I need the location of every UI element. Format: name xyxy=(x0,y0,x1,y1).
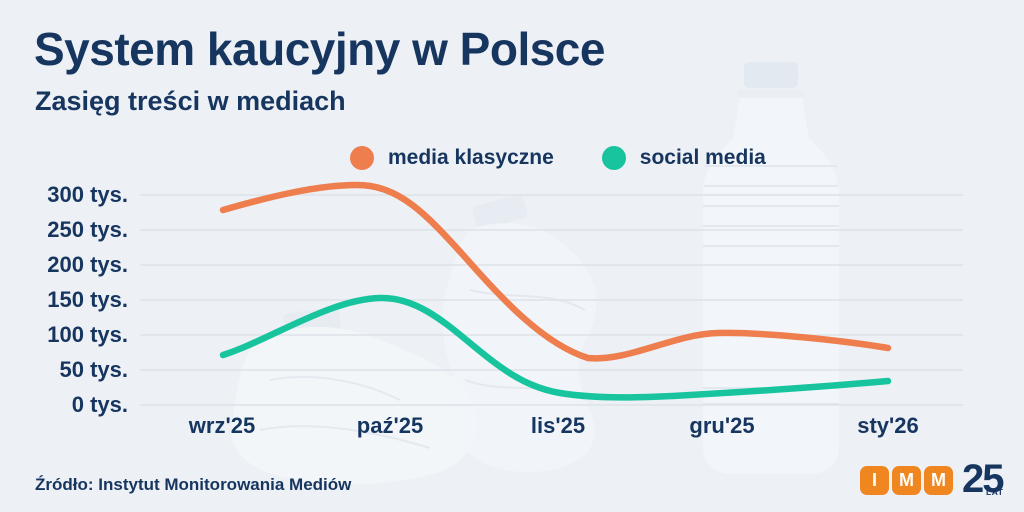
imm-logo-square-m2: M xyxy=(924,466,953,495)
x-tick-paz25: paź'25 xyxy=(357,413,423,438)
y-tick-300: 300 tys. xyxy=(47,182,128,207)
series-line-social-media xyxy=(219,294,892,401)
page-title: System kaucyjny w Polsce xyxy=(34,23,605,75)
gridlines xyxy=(140,194,963,406)
legend-label-media-klasyczne: media klasyczne xyxy=(388,146,554,169)
y-tick-200: 200 tys. xyxy=(47,252,128,277)
x-tick-wrz25: wrz'25 xyxy=(188,413,255,438)
x-axis-labels: wrz'25 paź'25 lis'25 gru'25 sty'26 xyxy=(188,413,919,438)
imm-logo-square-m1: M xyxy=(892,466,921,495)
imm-logo-years: 25 xyxy=(962,456,1004,501)
x-tick-lis25: lis'25 xyxy=(531,413,585,438)
y-tick-0: 0 tys. xyxy=(72,392,128,417)
crumpled-bottle-middle-icon xyxy=(442,194,597,472)
legend-label-social-media: social media xyxy=(639,146,766,169)
legend-item-media-klasyczne: media klasyczne xyxy=(350,146,554,170)
x-tick-gru25: gru'25 xyxy=(689,413,754,438)
crumpled-bottle-left-icon xyxy=(231,306,476,485)
page-subtitle: Zasięg treści w mediach xyxy=(35,86,346,116)
series-line-media-klasyczne xyxy=(219,181,892,362)
source-caption: Źródło: Instytut Monitorowania Mediów xyxy=(35,475,352,494)
imm-logo: I M M 25 LAT xyxy=(860,456,1004,501)
imm-logo-years-suffix: LAT xyxy=(986,487,1004,497)
y-tick-150: 150 tys. xyxy=(47,287,128,312)
legend-item-social-media: social media xyxy=(601,146,766,170)
upright-bottle-right-icon xyxy=(703,62,839,474)
y-tick-250: 250 tys. xyxy=(47,217,128,242)
y-axis-labels: 300 tys. 250 tys. 200 tys. 150 tys. 100 … xyxy=(47,182,128,417)
chart-legend: media klasyczne social media xyxy=(350,146,766,170)
imm-logo-square-i: I xyxy=(860,466,889,495)
legend-dot-orange-icon xyxy=(350,146,374,170)
y-tick-50: 50 tys. xyxy=(60,357,129,382)
x-tick-sty26: sty'26 xyxy=(857,413,919,438)
y-tick-100: 100 tys. xyxy=(47,322,128,347)
legend-dot-teal-icon xyxy=(601,146,626,170)
